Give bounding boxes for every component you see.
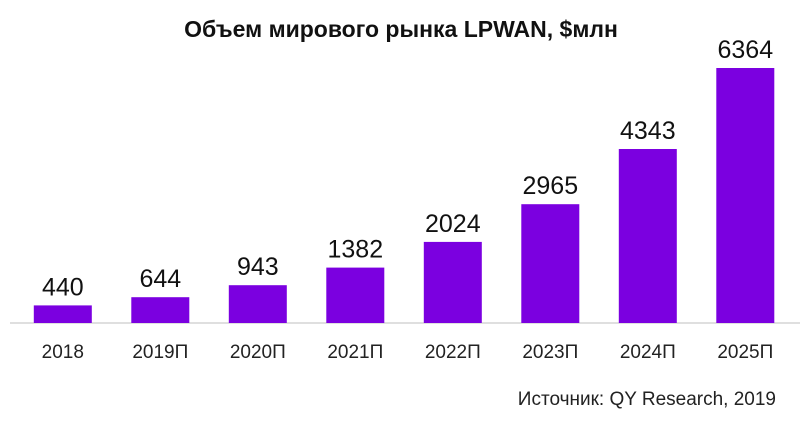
bar-2021П bbox=[326, 267, 385, 323]
data-label-2019П: 644 bbox=[139, 265, 181, 293]
data-label-2023П: 2965 bbox=[522, 172, 578, 200]
x-tick-label-2019П: 2019П bbox=[132, 342, 188, 363]
bar-2019П bbox=[131, 297, 190, 323]
value-labels-layer: 440 644 943 1382 2024 2965 4343 6364 bbox=[42, 36, 773, 301]
x-tick-label-2022П: 2022П bbox=[425, 342, 481, 363]
bar-2020П bbox=[228, 285, 287, 323]
chart-title: Объем мирового рынка LPWAN, $млн bbox=[184, 16, 618, 42]
x-tick-labels-layer: 2018 2019П 2020П 2021П 2022П 2023П 2024П 2025П bbox=[42, 342, 774, 363]
data-label-2024П: 4343 bbox=[620, 117, 676, 145]
bar-2022П bbox=[423, 241, 482, 323]
x-tick-label-2023П: 2023П bbox=[522, 342, 578, 363]
data-label-2020П: 943 bbox=[237, 253, 279, 281]
x-tick-label-2021П: 2021П bbox=[327, 342, 383, 363]
x-tick-label-2024П: 2024П bbox=[620, 342, 676, 363]
x-tick-label-2025П: 2025П bbox=[717, 342, 773, 363]
data-label-2018: 440 bbox=[42, 273, 84, 301]
source-note: Источник: QY Research, 2019 bbox=[518, 389, 776, 410]
bar-2025П bbox=[716, 68, 775, 323]
data-label-2025П: 6364 bbox=[717, 36, 773, 64]
bars-layer bbox=[33, 68, 775, 323]
data-label-2021П: 1382 bbox=[327, 236, 383, 264]
bar-2023П bbox=[521, 204, 580, 323]
x-tick-label-2018: 2018 bbox=[42, 342, 84, 363]
bar-2018 bbox=[33, 305, 92, 323]
data-label-2022П: 2024 bbox=[425, 210, 481, 238]
bar-2024П bbox=[618, 149, 677, 323]
x-tick-label-2020П: 2020П bbox=[230, 342, 286, 363]
